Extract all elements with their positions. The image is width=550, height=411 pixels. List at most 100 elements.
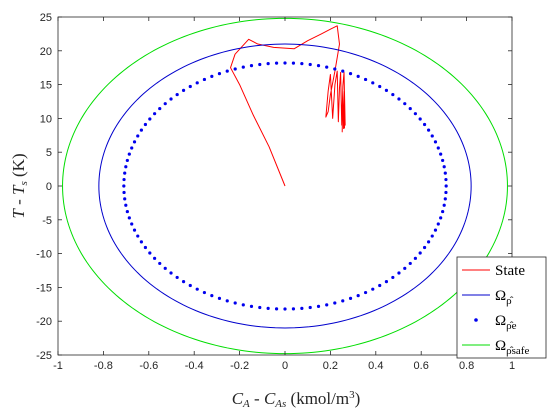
omega-rho-e-dot <box>413 256 417 260</box>
y-tick-label: 25 <box>40 12 52 24</box>
omega-rho-e-dot <box>181 88 186 92</box>
omega-rho-e-dot <box>158 261 162 266</box>
x-tick-label: 1 <box>509 360 515 372</box>
omega-rho-e-dot <box>163 102 167 106</box>
omega-rho-e-dot <box>158 106 162 111</box>
omega-rho-e-dot <box>127 216 131 220</box>
legend-label-state: State <box>495 263 525 279</box>
omega-rho-e-dot <box>225 69 229 73</box>
omega-rho-e-dot <box>130 146 134 150</box>
omega-rho-e-dot <box>233 67 237 71</box>
omega-rho-e-dot <box>430 234 434 238</box>
omega-rho-e-dot <box>153 256 157 260</box>
omega-rho-e-dot <box>291 307 296 311</box>
omega-rho-e-dot <box>333 301 337 305</box>
omega-rho-e-dot <box>136 234 140 238</box>
ticks: -1 -0.8 -0.6 -0.4 -0.2 0 0.2 0.4 0.6 0.8 1 -25 -20 -1… <box>36 12 515 372</box>
omega-rho-e-dot <box>169 97 173 101</box>
series-omega-rho-safe-ellipse <box>62 17 508 355</box>
omega-rho-e-dot <box>391 275 395 280</box>
omega-rho-e-dot <box>127 152 131 156</box>
legend-label-omega-rho: Ωρ̂ <box>495 288 514 307</box>
y-tick-label: -5 <box>42 215 52 227</box>
omega-rho-e-dot <box>132 228 137 232</box>
legend-label-omega-rho-safe: Ωρ̂safe <box>495 338 529 357</box>
omega-rho-e-dot <box>153 112 157 116</box>
omega-rho-e-dot <box>123 197 127 201</box>
omega-rho-e-dot <box>436 222 440 226</box>
omega-rho-e-dot <box>258 62 262 67</box>
omega-rho-e-dot <box>241 303 245 307</box>
omega-rho-e-dot <box>430 134 434 138</box>
omega-rho-e-dot <box>266 306 270 310</box>
omega-rho-e-dot <box>266 62 270 66</box>
y-axis-label: T - Ts (K) <box>9 153 30 218</box>
omega-rho-e-dot <box>444 184 448 188</box>
omega-rho-e-dot <box>413 112 417 116</box>
omega-rho-e-dot <box>225 299 229 303</box>
omega-rho-e-dot <box>300 306 304 310</box>
omega-rho-e-dot <box>124 165 128 169</box>
omega-rho-e-dot <box>181 280 186 284</box>
omega-rho-e-dot <box>433 228 438 232</box>
y-tick-label: 15 <box>40 80 52 92</box>
omega-rho-e-dot <box>163 266 167 270</box>
omega-rho-e-dot <box>397 271 401 275</box>
omega-rho-e-dot <box>217 296 222 300</box>
omega-rho-e-dot <box>122 184 126 188</box>
omega-rho-e-dot <box>124 203 128 207</box>
y-tick-label: -20 <box>36 316 52 328</box>
omega-rho-e-dot <box>422 245 427 250</box>
x-tick-label: 0.4 <box>368 360 383 372</box>
omega-rho-e-dot <box>249 304 254 308</box>
x-tick-label: 0 <box>282 360 288 372</box>
series-omega-rho-e-dots <box>122 61 448 311</box>
omega-rho-e-dot <box>210 74 214 78</box>
omega-rho-e-dot <box>325 65 329 69</box>
omega-rho-e-dot <box>356 74 360 78</box>
omega-rho-e-dot <box>378 84 382 89</box>
x-tick-label: 0.8 <box>459 360 474 372</box>
x-tick-label: -0.2 <box>230 360 249 372</box>
omega-rho-e-dot <box>378 283 382 288</box>
omega-rho-e-dot <box>274 307 279 311</box>
y-tick-label: 5 <box>46 147 52 159</box>
legend: State Ωρ̂ Ωρ̂e Ωρ̂safe <box>456 256 547 359</box>
omega-rho-e-dot <box>136 134 140 138</box>
omega-rho-e-dot <box>195 287 199 291</box>
x-tick-label: -1 <box>53 360 63 372</box>
x-tick-label: -0.8 <box>94 360 113 372</box>
omega-rho-e-dot <box>408 106 412 111</box>
y-tick-label: 10 <box>40 113 52 125</box>
legend-box <box>456 256 547 359</box>
omega-rho-e-dot <box>436 146 440 150</box>
y-tick-label: 0 <box>46 181 52 193</box>
omega-rho-e-dot <box>433 140 438 144</box>
omega-rho-e-dot <box>283 307 287 311</box>
omega-rho-e-dot <box>403 266 407 270</box>
omega-rho-e-dot <box>274 61 279 65</box>
plot-content <box>62 17 508 355</box>
omega-rho-e-dot <box>442 203 446 207</box>
omega-rho-e-dot <box>143 122 148 127</box>
omega-rho-e-dot <box>439 152 443 156</box>
omega-rho-e-dot <box>444 190 448 195</box>
omega-rho-e-dot <box>333 67 337 71</box>
x-tick-label: 0.2 <box>323 360 338 372</box>
omega-rho-e-dot <box>122 177 126 182</box>
omega-rho-e-dot <box>427 128 431 132</box>
omega-rho-e-dot <box>356 294 360 298</box>
omega-rho-e-dot <box>325 303 329 307</box>
omega-rho-e-dot <box>123 171 127 175</box>
omega-rho-e-dot <box>148 117 152 121</box>
omega-rho-e-dot <box>348 296 353 300</box>
omega-rho-e-dot <box>441 158 445 163</box>
y-tick-label: 20 <box>40 46 52 58</box>
y-tick-label: -25 <box>36 350 52 362</box>
omega-rho-e-dot <box>422 122 427 127</box>
legend-label-omega-rho-e: Ωρ̂e <box>495 313 517 332</box>
omega-rho-e-dot <box>291 61 296 65</box>
omega-rho-e-dot <box>348 72 353 76</box>
omega-rho-e-dot <box>363 77 368 82</box>
